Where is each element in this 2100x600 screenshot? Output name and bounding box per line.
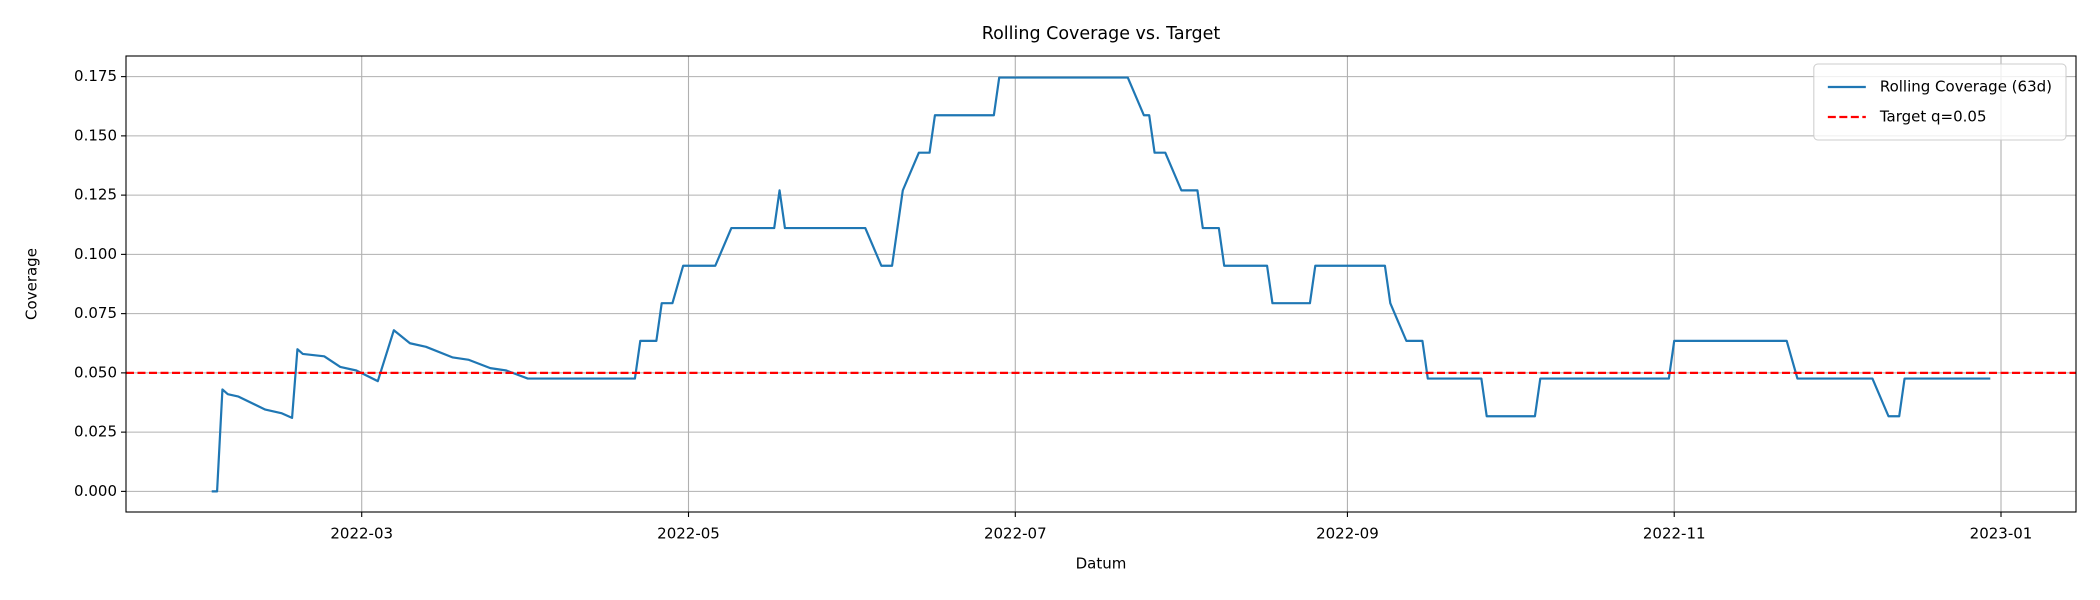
legend-item: Target q=0.05 — [1827, 108, 1987, 126]
x-tick-label: 2022-07 — [984, 525, 1047, 543]
y-tick-label: 0.125 — [74, 186, 117, 204]
legend-label: Target q=0.05 — [1879, 108, 1987, 126]
legend-box — [1813, 63, 2067, 141]
x-tick-label: 2022-09 — [1316, 525, 1379, 543]
y-tick-label: 0.050 — [74, 363, 117, 381]
y-tick-label: 0.075 — [74, 304, 117, 322]
y-axis-label: Coverage — [23, 248, 41, 320]
y-tick-label: 0.025 — [74, 423, 117, 441]
x-tick-label: 2022-03 — [330, 525, 393, 543]
y-tick-label: 0.175 — [74, 67, 117, 85]
x-tick-label: 2022-05 — [657, 525, 720, 543]
y-tick-label: 0.100 — [74, 245, 117, 263]
legend-label: Rolling Coverage (63d) — [1880, 78, 2052, 96]
legend-item: Rolling Coverage (63d) — [1827, 78, 2052, 96]
y-tick-label: 0.150 — [74, 126, 117, 144]
legend: Rolling Coverage (63d) Target q=0.05 — [1813, 63, 2067, 141]
x-tick-label: 2022-11 — [1643, 525, 1706, 543]
plot-frame — [125, 55, 2077, 513]
x-axis-label: Datum — [1076, 555, 1127, 573]
chart-title: Rolling Coverage vs. Target — [982, 24, 1221, 44]
x-tick-label: 2023-01 — [1970, 525, 2033, 543]
y-tick-label: 0.000 — [74, 482, 117, 500]
